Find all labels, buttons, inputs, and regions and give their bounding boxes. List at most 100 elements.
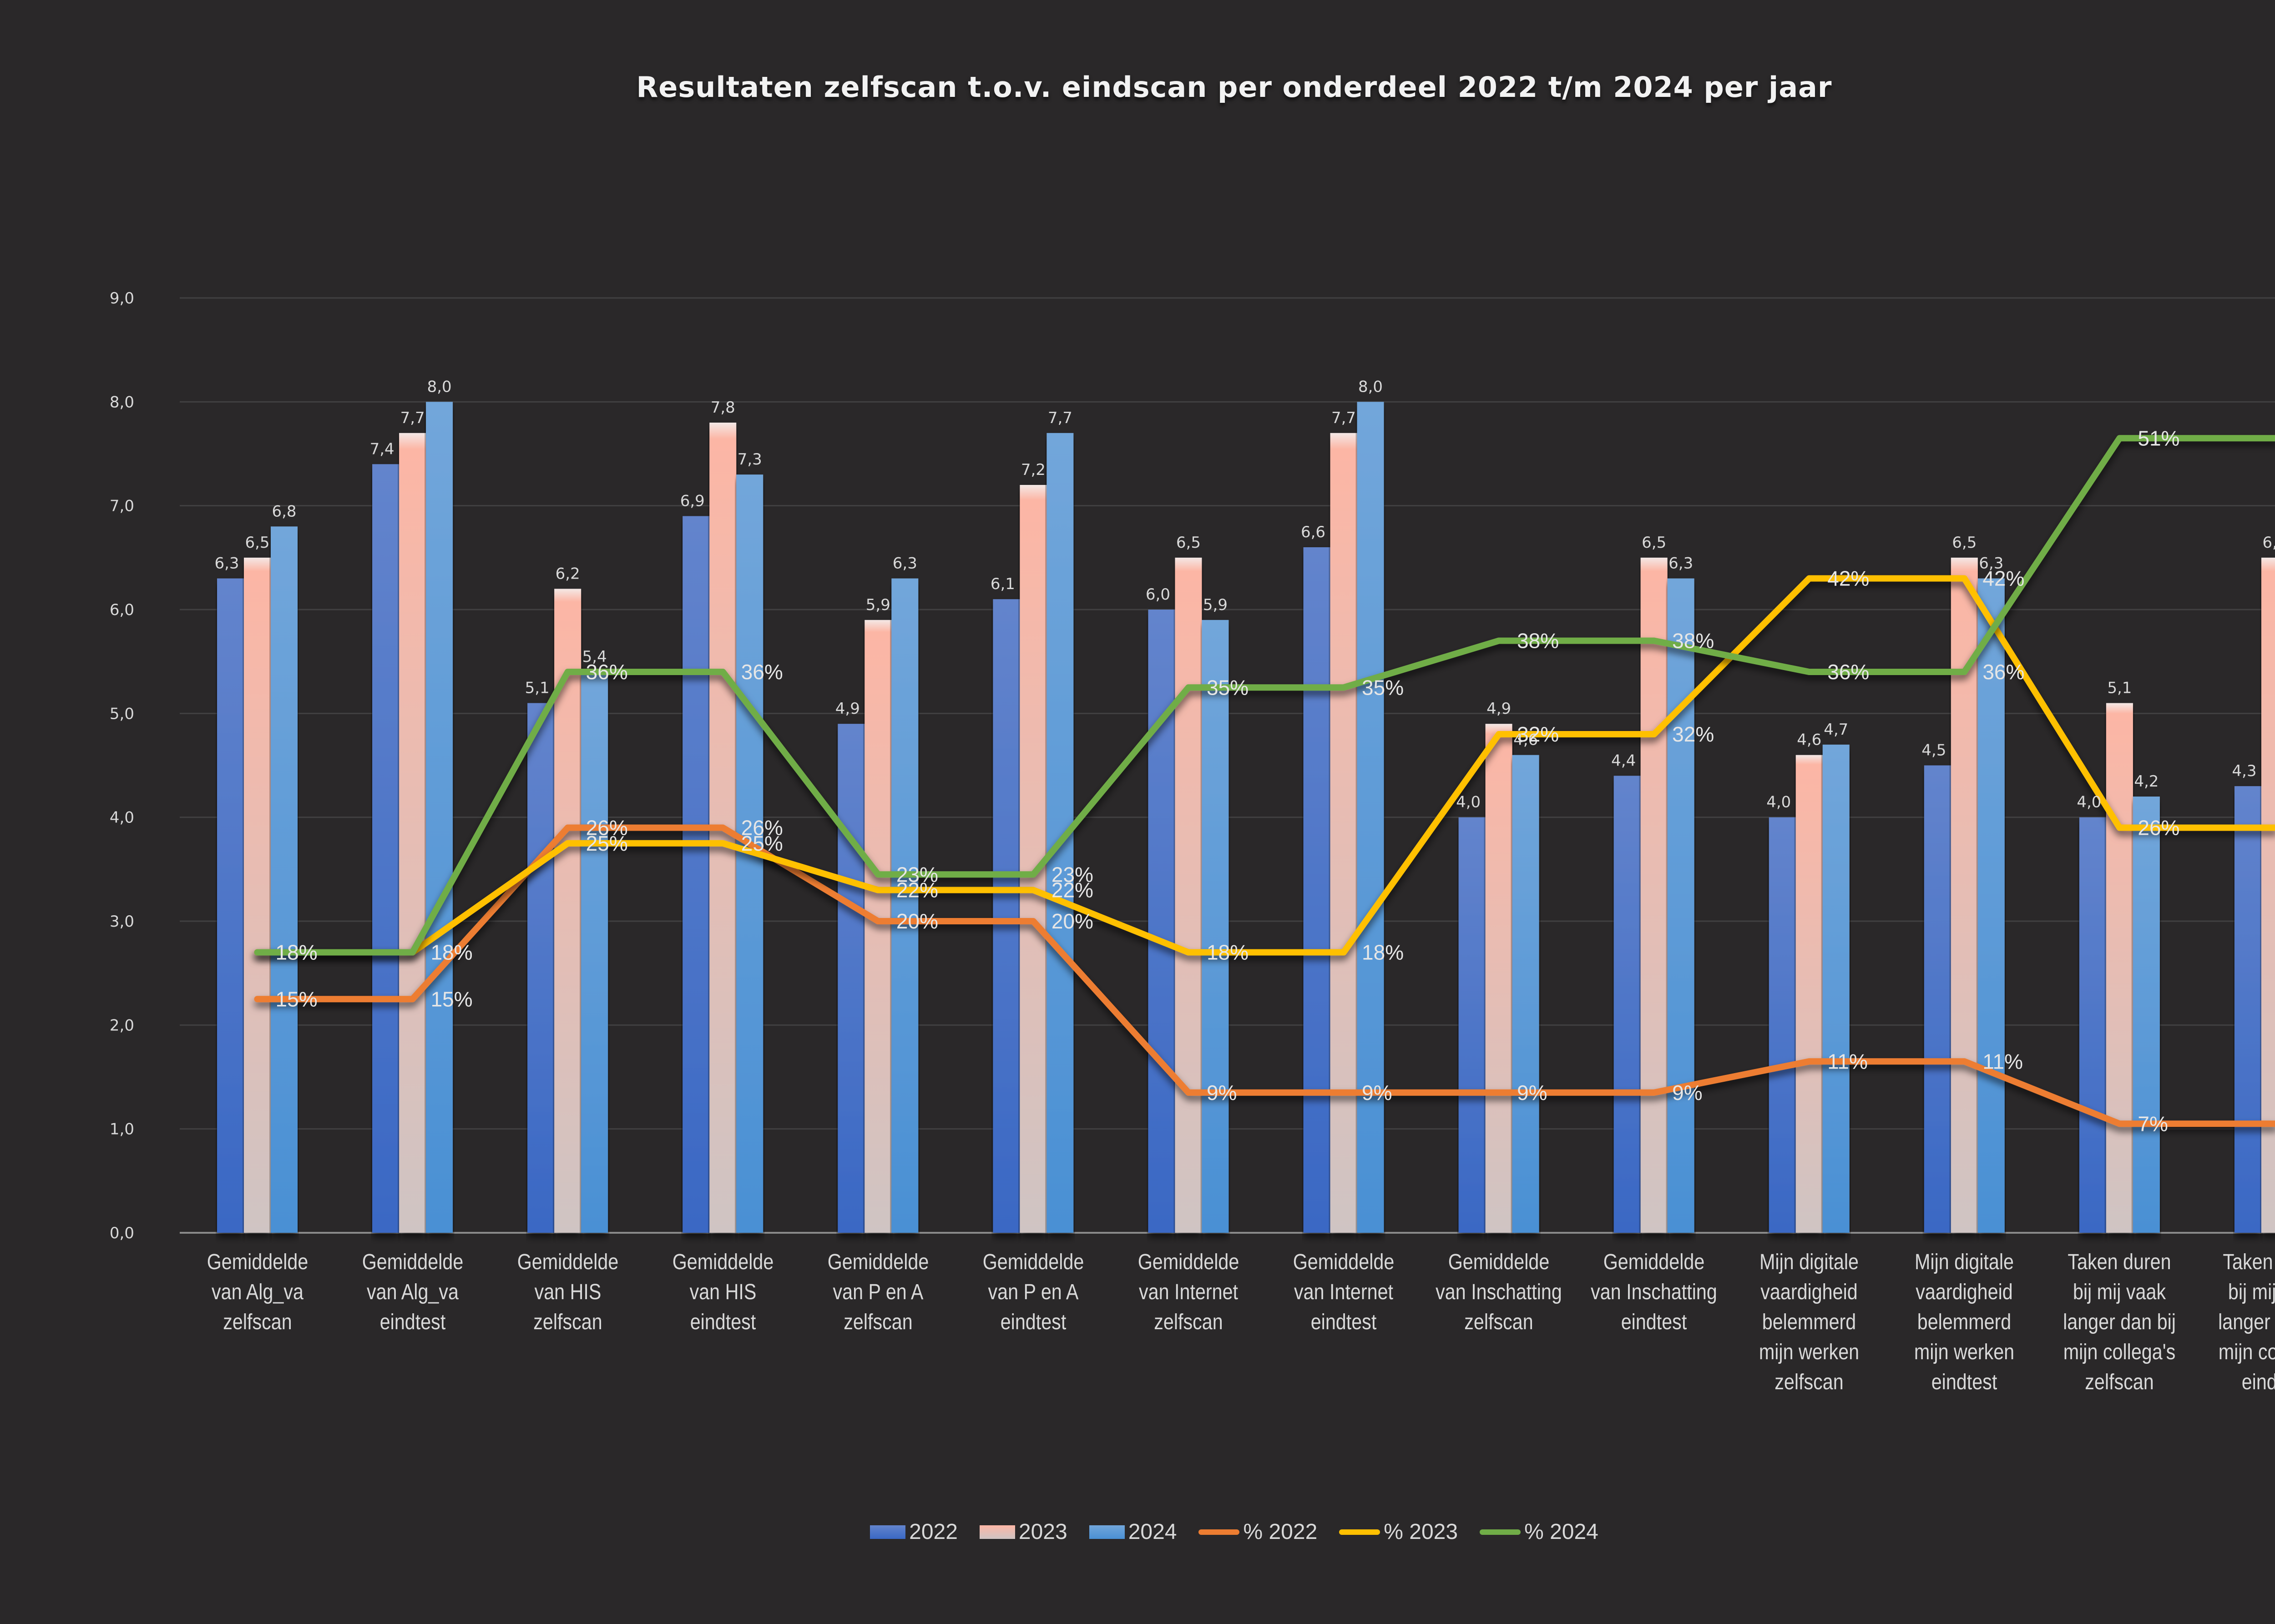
- bar-label-2023-11: 6,5: [1952, 534, 1977, 552]
- line-label-pct-2024-7: 35%: [1362, 676, 1404, 699]
- line-label-pct-2023-6: 18%: [1207, 941, 1249, 964]
- line-label-pct-2022-4: 20%: [896, 909, 938, 933]
- bar-label-2022-9: 4,4: [1611, 751, 1636, 770]
- line-label-pct-2024-0: 18%: [276, 941, 318, 964]
- line-label-pct-2024-2: 36%: [586, 660, 628, 684]
- legend-label: % 2023: [1384, 1520, 1458, 1544]
- bar-label-2023-6: 6,5: [1176, 534, 1201, 552]
- line-label-pct-2022-11: 11%: [1982, 1049, 2023, 1073]
- line-label-pct-2022-0: 15%: [276, 987, 318, 1011]
- bar-label-2024-2: 5,4: [582, 648, 607, 666]
- bar-2023-0: [244, 557, 271, 1233]
- legend-item-pct-2024: % 2024: [1480, 1519, 1598, 1544]
- bar-label-2022-11: 4,5: [1921, 741, 1946, 760]
- line-label-pct-2024-11: 36%: [1982, 660, 2024, 684]
- bar-label-2022-2: 5,1: [525, 679, 550, 697]
- line-label-pct-2022-9: 9%: [1672, 1081, 1702, 1105]
- legend-swatch: [1339, 1529, 1380, 1535]
- bar-label-2024-0: 6,8: [272, 502, 296, 520]
- line-label-pct-2022-6: 9%: [1207, 1081, 1237, 1105]
- x-tick-label: Mijn digitale vaardigheid belemmerd mijn…: [1914, 1250, 2015, 1394]
- legend-swatch: [1089, 1525, 1125, 1539]
- bar-label-2024-10: 4,7: [1824, 721, 1848, 739]
- bar-2024-10: [1822, 744, 1850, 1233]
- bar-label-2022-13: 4,3: [2232, 762, 2256, 780]
- bar-2022-12: [2079, 817, 2106, 1233]
- bar-2023-9: [1640, 557, 1668, 1233]
- line-pct-2023: [254, 575, 2275, 956]
- bar-label-2024-11: 6,3: [1979, 555, 2003, 573]
- bar-2022-9: [1613, 776, 1641, 1233]
- bar-2022-7: [1303, 547, 1330, 1233]
- bar-label-2022-0: 6,3: [214, 555, 239, 573]
- bar-label-2022-5: 6,1: [991, 575, 1015, 593]
- bar-label-2022-12: 4,0: [2077, 793, 2101, 812]
- bar-2022-3: [682, 516, 710, 1233]
- line-label-pct-2023-2: 25%: [586, 832, 628, 855]
- bar-2024-7: [1357, 402, 1384, 1233]
- x-tick-label: Gemiddelde van HIS zelfscan: [517, 1250, 618, 1334]
- y-tick-label: 5,0: [110, 705, 134, 723]
- line-label-pct-2024-5: 23%: [1052, 862, 1093, 886]
- line-label-pct-2024-6: 35%: [1207, 676, 1249, 699]
- legend-item-2023: 2023: [979, 1519, 1067, 1544]
- bar-2022-2: [527, 703, 555, 1233]
- bar-2024-6: [1202, 620, 1229, 1233]
- bar-label-2023-2: 6,2: [556, 565, 580, 583]
- y-tick-label: 4,0: [110, 809, 134, 827]
- line-pct-2022: [254, 824, 2275, 1127]
- bar-2023-10: [1795, 755, 1823, 1233]
- bar-label-2023-13: 6,5: [2262, 534, 2275, 552]
- x-tick-label: Gemiddelde van Internet eindtest: [1293, 1250, 1395, 1334]
- line-label-pct-2022-8: 9%: [1517, 1081, 1547, 1105]
- bar-2022-8: [1458, 817, 1486, 1233]
- legend-label: 2022: [909, 1520, 958, 1544]
- bar-2023-13: [2261, 557, 2275, 1233]
- x-tick-label: Mijn digitale vaardigheid belemmerd mijn…: [1759, 1250, 1860, 1394]
- bar-2023-8: [1485, 724, 1512, 1233]
- legend-item-pct-2022: % 2022: [1198, 1519, 1317, 1544]
- line-label-pct-2022-2: 26%: [586, 816, 628, 840]
- bar-2022-11: [1924, 765, 1951, 1233]
- bar-2024-9: [1667, 578, 1694, 1233]
- x-tick-label: Gemiddelde van Inschatting zelfscan: [1436, 1250, 1562, 1334]
- bar-label-2024-5: 7,7: [1048, 409, 1072, 427]
- line-label-pct-2022-10: 11%: [1827, 1049, 1868, 1073]
- bar-label-2024-12: 4,2: [2134, 772, 2159, 791]
- bar-label-2023-8: 4,9: [1486, 700, 1511, 718]
- bar-2022-13: [2234, 786, 2261, 1233]
- bar-label-2022-10: 4,0: [1766, 793, 1791, 812]
- x-tick-label: Gemiddelde van P en A eindtest: [982, 1250, 1084, 1334]
- bar-2023-7: [1330, 433, 1357, 1233]
- legend-item-pct-2023: % 2023: [1339, 1519, 1458, 1544]
- legend-label: % 2022: [1243, 1520, 1318, 1544]
- line-label-pct-2023-4: 22%: [896, 878, 938, 902]
- legend-swatch: [870, 1525, 906, 1539]
- bar-2024-2: [581, 672, 608, 1233]
- bar-2024-4: [891, 578, 919, 1233]
- bar-2024-8: [1512, 755, 1539, 1233]
- bar-label-2024-6: 5,9: [1203, 596, 1228, 614]
- bar-2024-0: [271, 526, 298, 1233]
- line-data-labels: 15%15%26%26%20%20%9%9%9%9%11%11%7%7%18%1…: [276, 426, 2180, 1135]
- line-label-pct-2023-0: 18%: [276, 941, 318, 964]
- legend-swatch: [1198, 1529, 1240, 1535]
- y-axis-left: 0,0 1,0 2,0 3,0 4,0 5,0 6,0 7,0 8,0 9,0: [110, 289, 134, 1242]
- y-tick-label: 2,0: [110, 1016, 134, 1034]
- bar-label-2022-8: 4,0: [1456, 793, 1481, 812]
- x-tick-label: Taken duren bij mij vaak langer dan bij …: [2218, 1250, 2275, 1394]
- bar-label-2023-7: 7,7: [1331, 409, 1356, 427]
- bar-label-2024-9: 6,3: [1668, 555, 1693, 573]
- bar-label-2023-10: 4,6: [1797, 731, 1821, 749]
- legend-label: % 2024: [1524, 1520, 1598, 1544]
- line-label-pct-2024-4: 23%: [896, 862, 938, 886]
- bar-label-2023-4: 5,9: [866, 596, 890, 614]
- bar-2023-1: [399, 433, 426, 1233]
- x-tick-label: Gemiddelde van HIS eindtest: [672, 1250, 774, 1334]
- y-tick-label: 8,0: [110, 393, 134, 411]
- line-label-pct-2023-11: 42%: [1982, 567, 2024, 590]
- bar-label-2024-7: 8,0: [1358, 378, 1383, 396]
- bar-2022-1: [372, 464, 399, 1233]
- legend-item-2024: 2024: [1089, 1519, 1177, 1544]
